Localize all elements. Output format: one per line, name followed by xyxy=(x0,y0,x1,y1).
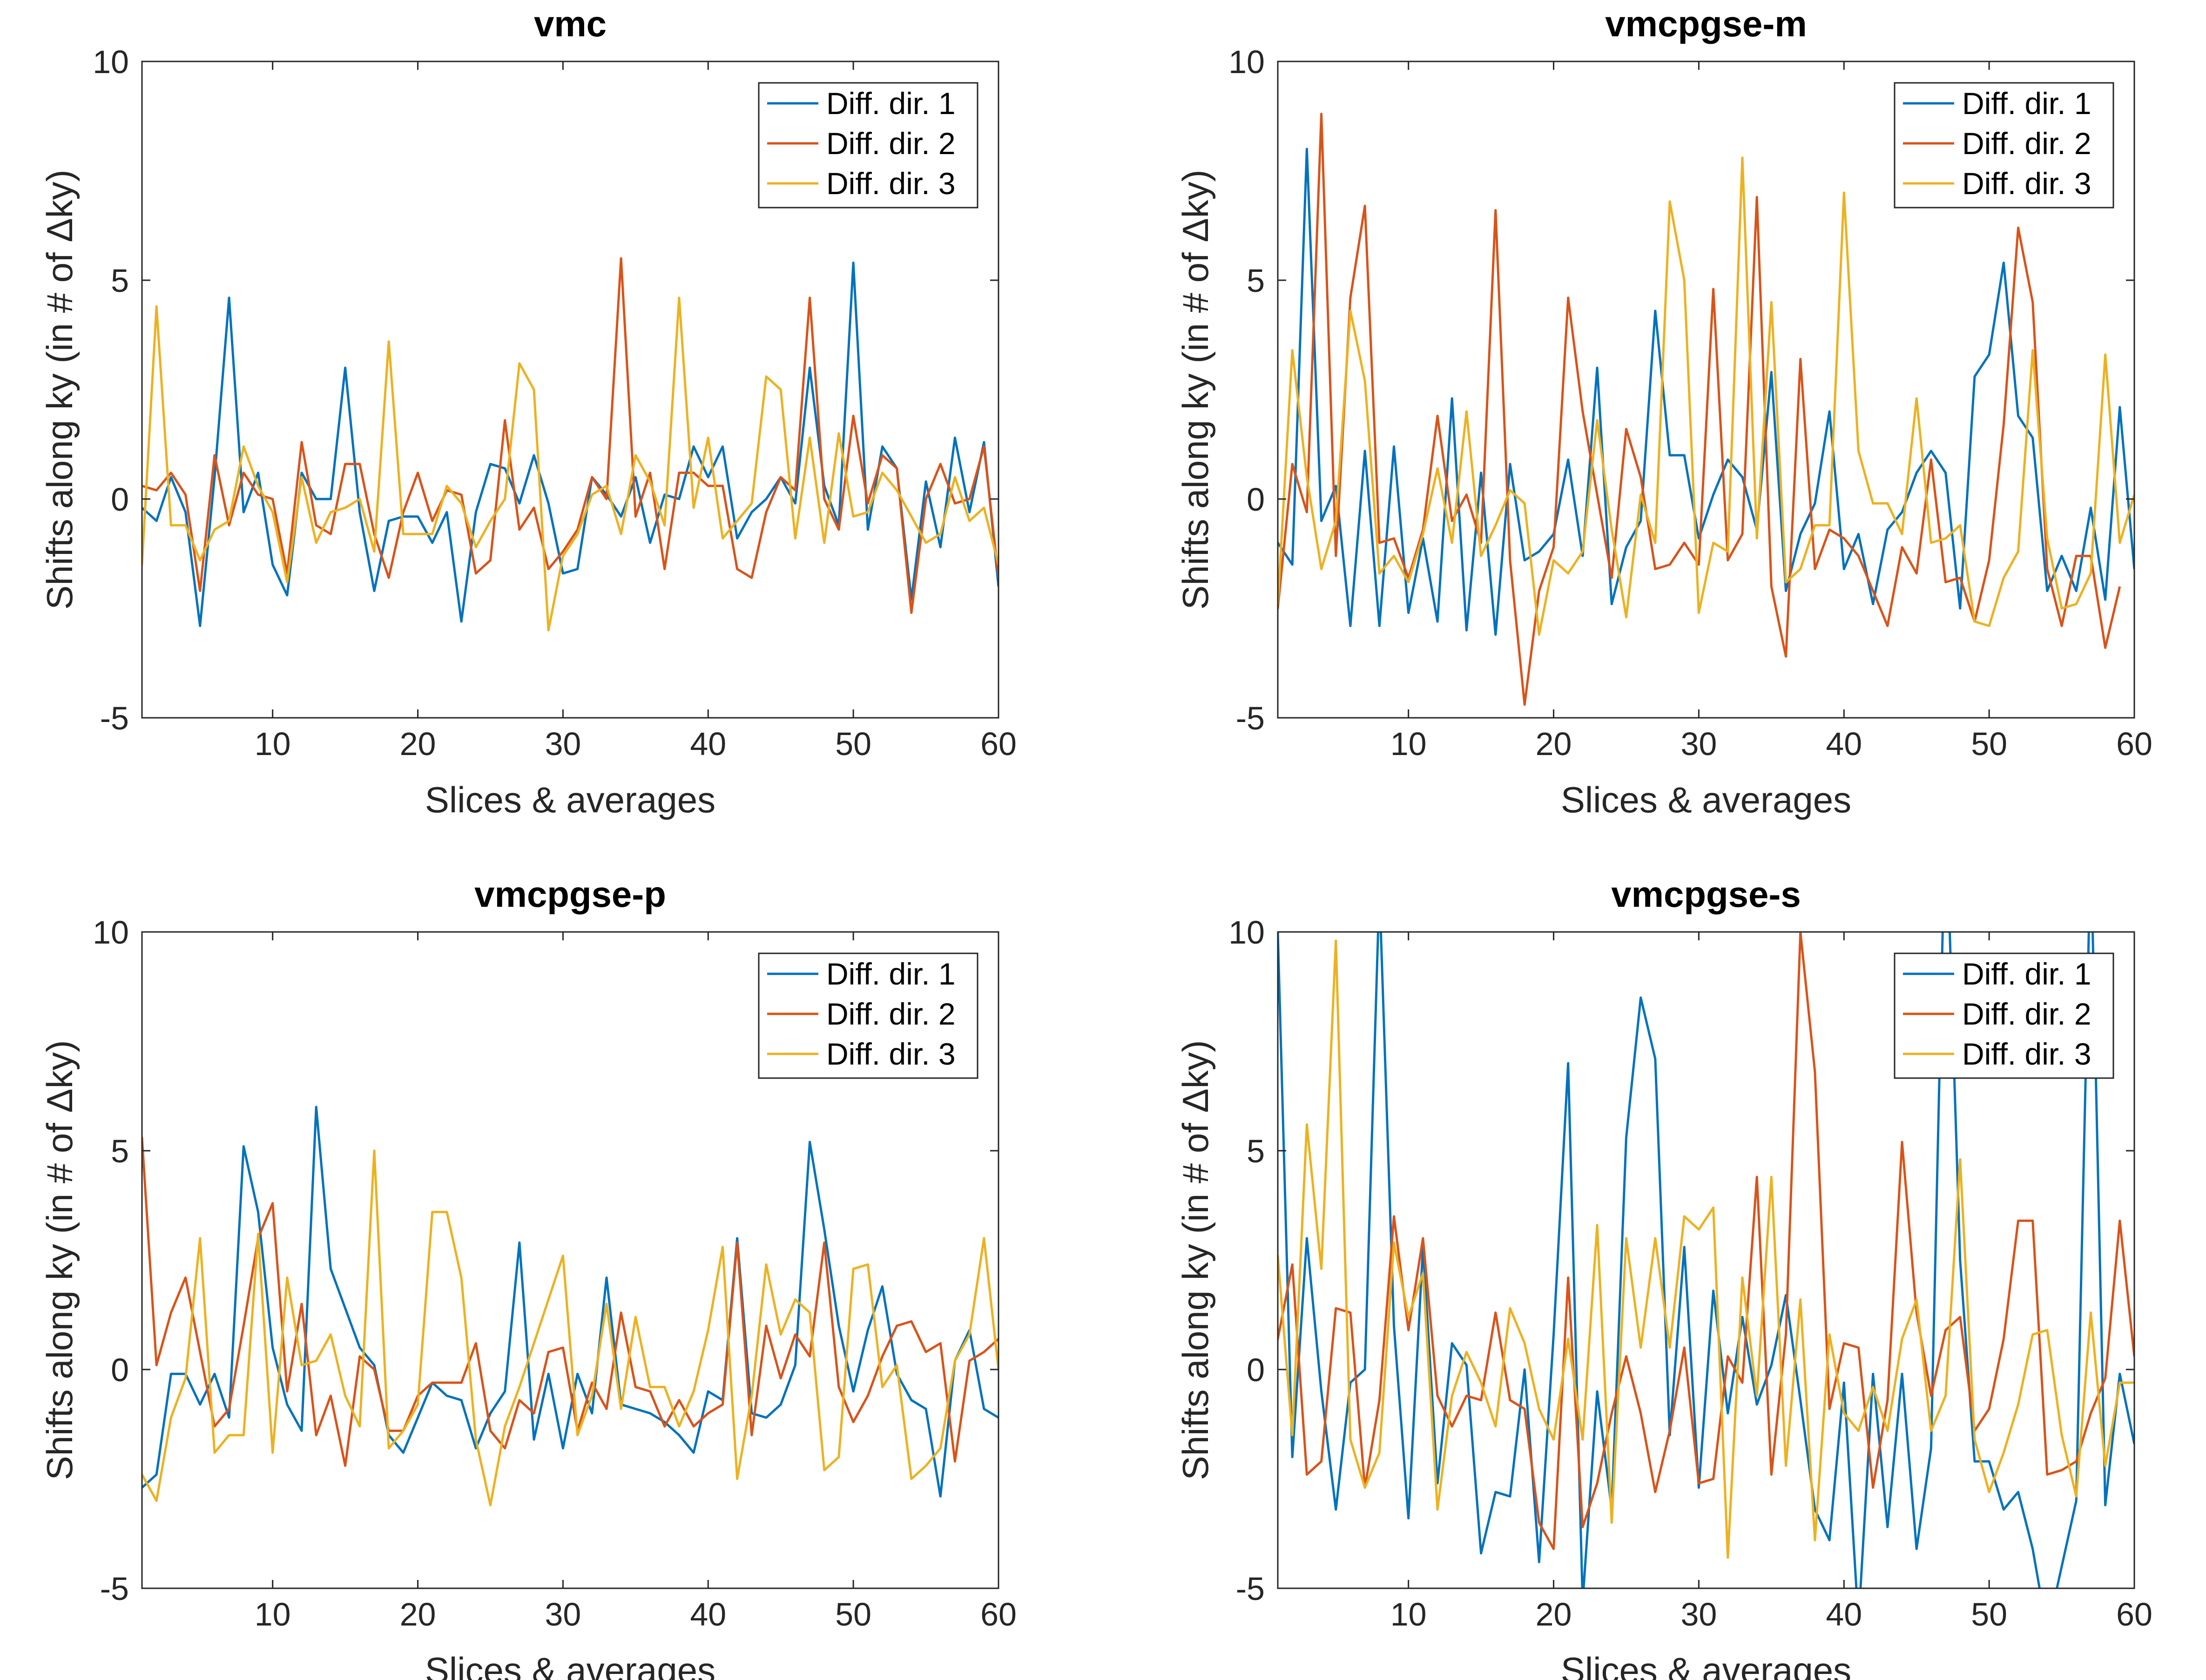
series-lines xyxy=(142,257,998,632)
legend: Diff. dir. 1 Diff. dir. 2 Diff. dir. 3 xyxy=(758,82,978,209)
axis-ticks: 10 20 30 40 50 60 -5 0 5 10 xyxy=(1228,44,2152,762)
x-tick-label: 10 xyxy=(1390,726,1427,762)
y-tick-label: 5 xyxy=(111,1133,129,1169)
series-line-diff-dir-1 xyxy=(1278,148,2134,636)
series-line-diff-dir-3 xyxy=(1278,939,2134,1559)
legend-label-1: Diff. dir. 1 xyxy=(826,86,956,121)
legend-label-3: Diff. dir. 3 xyxy=(1962,1037,2091,1071)
y-tick-label: 5 xyxy=(1247,263,1265,299)
x-tick-label: 40 xyxy=(690,1596,726,1633)
y-axis-label: Shifts along ky (in # of Δky) xyxy=(1175,169,1216,609)
plot-title: vmcpgse-m xyxy=(1605,3,1807,44)
subplot-vmcpgse-m: vmcpgse-m 10 20 30 40 50 60 -5 0 5 10 Slices & av… xyxy=(1175,3,2152,820)
x-tick-label: 20 xyxy=(1536,1596,1572,1633)
x-tick-label: 50 xyxy=(835,726,871,762)
axis-ticks: 10 20 30 40 50 60 -5 0 5 10 xyxy=(1228,914,2152,1633)
series-line-diff-dir-3 xyxy=(142,1149,998,1506)
x-tick-label: 60 xyxy=(980,1596,1017,1633)
subplot-vmcpgse-p: vmcpgse-p 10 20 30 40 50 60 -5 0 5 10 Slices & av… xyxy=(39,874,1017,1680)
series-line-diff-dir-1 xyxy=(142,261,998,627)
y-tick-label: 0 xyxy=(1247,481,1265,518)
y-tick-label: -5 xyxy=(100,1571,129,1607)
axis-ticks: 10 20 30 40 50 60 -5 0 5 10 xyxy=(93,44,1017,762)
legend-label-2: Diff. dir. 2 xyxy=(1962,126,2091,161)
x-tick-label: 30 xyxy=(545,1596,581,1633)
legend-label-1: Diff. dir. 1 xyxy=(826,957,956,991)
legend-label-3: Diff. dir. 3 xyxy=(826,1037,956,1071)
series-lines xyxy=(1278,932,2134,1588)
y-tick-label: -5 xyxy=(1236,700,1265,736)
plot-title: vmc xyxy=(534,3,607,44)
series-lines xyxy=(1278,113,2134,706)
x-tick-label: 20 xyxy=(400,726,436,762)
legend: Diff. dir. 1 Diff. dir. 2 Diff. dir. 3 xyxy=(1894,82,2114,209)
legend: Diff. dir. 1 Diff. dir. 2 Diff. dir. 3 xyxy=(1894,952,2114,1079)
y-tick-label: 0 xyxy=(1247,1352,1265,1388)
series-line-diff-dir-2 xyxy=(1278,113,2121,706)
y-axis-label: Shifts along ky (in # of Δky) xyxy=(39,1040,80,1480)
subplot-vmc: vmc 10 20 30 40 50 60 -5 0 5 10 Slices & averages… xyxy=(39,3,1017,820)
axes-box xyxy=(141,931,999,1589)
y-tick-label: 10 xyxy=(93,44,129,80)
x-tick-label: 60 xyxy=(980,726,1017,762)
series-line-diff-dir-1 xyxy=(1278,932,2134,1588)
x-tick-label: 30 xyxy=(1680,726,1717,762)
x-tick-label: 40 xyxy=(1826,726,1862,762)
x-axis-label: Slices & averages xyxy=(425,1650,715,1680)
legend-label-2: Diff. dir. 2 xyxy=(826,126,956,161)
series-line-diff-dir-1 xyxy=(142,1106,998,1498)
x-tick-label: 40 xyxy=(1826,1596,1862,1633)
series-line-diff-dir-3 xyxy=(142,297,998,632)
series-line-diff-dir-2 xyxy=(142,1136,998,1467)
x-tick-label: 10 xyxy=(1390,1596,1427,1633)
legend: Diff. dir. 1 Diff. dir. 2 Diff. dir. 3 xyxy=(758,952,978,1079)
series-line-diff-dir-2 xyxy=(1278,932,2134,1550)
axes-box xyxy=(1277,61,2135,719)
legend-label-1: Diff. dir. 1 xyxy=(1962,957,2091,991)
y-tick-label: -5 xyxy=(1236,1571,1265,1607)
plot-title: vmcpgse-s xyxy=(1611,874,1801,915)
series-line-diff-dir-3 xyxy=(1278,156,2134,636)
axis-ticks: 10 20 30 40 50 60 -5 0 5 10 xyxy=(93,914,1017,1633)
legend-label-3: Diff. dir. 3 xyxy=(826,166,956,201)
x-axis-label: Slices & averages xyxy=(1561,1650,1851,1680)
subplot-vmcpgse-s: vmcpgse-s 10 20 30 40 50 60 -5 0 5 10 Slices & av… xyxy=(1175,874,2152,1680)
y-axis-label: Shifts along ky (in # of Δky) xyxy=(1175,1040,1216,1480)
x-tick-label: 20 xyxy=(1536,726,1572,762)
x-tick-label: 40 xyxy=(690,726,726,762)
y-tick-label: 5 xyxy=(1247,1133,1265,1169)
y-tick-label: 10 xyxy=(1228,914,1265,951)
y-tick-label: 5 xyxy=(111,263,129,299)
legend-label-3: Diff. dir. 3 xyxy=(1962,166,2091,201)
x-axis-label: Slices & averages xyxy=(425,779,715,820)
legend-label-1: Diff. dir. 1 xyxy=(1962,86,2091,121)
y-tick-label: 0 xyxy=(111,481,129,518)
x-tick-label: 60 xyxy=(2116,726,2152,762)
y-tick-label: 10 xyxy=(1228,44,1265,80)
y-axis-label: Shifts along ky (in # of Δky) xyxy=(39,169,80,609)
axes-box xyxy=(141,61,999,719)
series-line-diff-dir-2 xyxy=(142,257,998,614)
x-tick-label: 10 xyxy=(255,1596,291,1633)
x-tick-label: 30 xyxy=(1680,1596,1717,1633)
x-tick-label: 50 xyxy=(1971,726,2007,762)
x-axis-label: Slices & averages xyxy=(1561,779,1851,820)
y-tick-label: -5 xyxy=(100,700,129,736)
y-tick-label: 0 xyxy=(111,1352,129,1388)
x-tick-label: 20 xyxy=(400,1596,436,1633)
x-tick-label: 30 xyxy=(545,726,581,762)
series-lines xyxy=(142,1106,998,1506)
x-tick-label: 50 xyxy=(1971,1596,2007,1633)
legend-label-2: Diff. dir. 2 xyxy=(1962,997,2091,1031)
y-tick-label: 10 xyxy=(93,914,129,951)
plot-title: vmcpgse-p xyxy=(474,874,666,915)
x-tick-label: 50 xyxy=(835,1596,871,1633)
x-tick-label: 10 xyxy=(255,726,291,762)
legend-label-2: Diff. dir. 2 xyxy=(826,997,956,1031)
x-tick-label: 60 xyxy=(2116,1596,2152,1633)
axes-box xyxy=(1277,931,2135,1589)
